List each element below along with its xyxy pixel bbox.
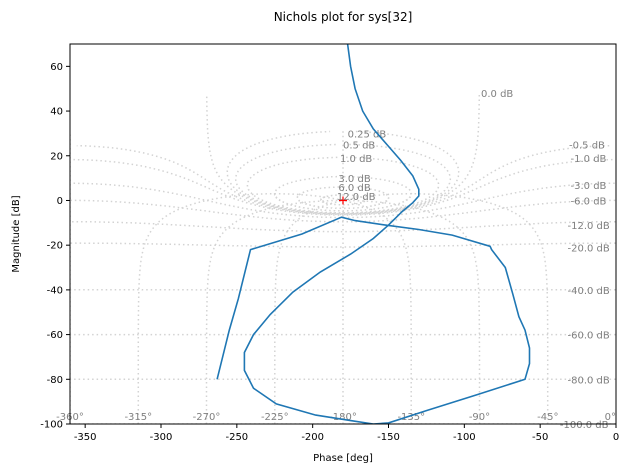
magnitude-contour-label: 3.0 dB bbox=[338, 174, 370, 185]
magnitude-contour-label: -20.0 dB bbox=[568, 243, 610, 254]
y-tick-label: 20 bbox=[50, 151, 63, 162]
magnitude-contour bbox=[246, 156, 440, 214]
y-tick-label: -100 bbox=[40, 420, 63, 431]
x-axis-ticks: -350 -300 -250 -200 -150 -100 -50 0 bbox=[74, 424, 619, 443]
magnitude-contour bbox=[320, 194, 366, 206]
plot-frame bbox=[69, 43, 617, 425]
x-tick-label: 0 bbox=[613, 432, 619, 443]
magnitude-contour-label: 12.0 dB bbox=[337, 192, 376, 203]
magnitude-contour-label: 0.5 dB bbox=[343, 141, 375, 152]
y-tick-label: -80 bbox=[47, 375, 63, 386]
magnitude-contour bbox=[71, 182, 615, 219]
magnitude-contour bbox=[70, 199, 616, 223]
y-tick-label: 60 bbox=[50, 62, 63, 73]
x-tick-label: -150 bbox=[377, 432, 400, 443]
magnitude-contour-label: -6.0 dB bbox=[571, 197, 607, 208]
x-axis-label: Phase [deg] bbox=[313, 453, 373, 464]
magnitude-contour-label: -40.0 dB bbox=[568, 286, 610, 297]
phase-contour bbox=[70, 131, 344, 424]
magnitude-contour-label: 6.0 dB bbox=[338, 183, 370, 194]
phase-contour bbox=[205, 199, 343, 424]
series-layer bbox=[216, 44, 531, 424]
chart-title: Nichols plot for sys[32] bbox=[274, 10, 413, 24]
magnitude-contour bbox=[273, 175, 413, 212]
magnitude-contour-label: -60.0 dB bbox=[568, 331, 610, 342]
phase-contour-label: -225° bbox=[261, 412, 289, 423]
y-tick-label: 40 bbox=[50, 107, 63, 118]
phase-contour bbox=[342, 199, 412, 424]
y-tick-label: -40 bbox=[47, 285, 63, 296]
magnitude-contour-label: -100.0 dB bbox=[560, 420, 609, 431]
y-axis-ticks: -100 -80 -60 -40 -20 0 20 40 60 bbox=[40, 62, 70, 431]
x-tick-label: -350 bbox=[74, 432, 97, 443]
phase-contour-label: -45° bbox=[537, 412, 558, 423]
phase-contour bbox=[342, 192, 549, 424]
magnitude-contour-label: 1.0 dB bbox=[340, 154, 372, 165]
x-tick-label: -200 bbox=[301, 432, 324, 443]
y-axis-label: Magnitude [dB] bbox=[11, 195, 22, 272]
x-tick-label: -250 bbox=[225, 432, 248, 443]
magnitude-contour-label: -0.5 dB bbox=[569, 141, 605, 152]
y-tick-label: 0 bbox=[57, 196, 63, 207]
magnitude-contour bbox=[73, 158, 613, 216]
critical-point-layer bbox=[339, 196, 347, 205]
phase-contour-label: -180° bbox=[329, 412, 357, 423]
y-tick-label: -20 bbox=[47, 241, 63, 252]
magnitude-contour-label: -12.0 dB bbox=[568, 221, 610, 232]
critical-point-marker bbox=[339, 196, 347, 205]
phase-contour-label: -270° bbox=[193, 412, 221, 423]
x-tick-label: -300 bbox=[150, 432, 173, 443]
magnitude-contour-label: -80.0 dB bbox=[568, 375, 610, 386]
magnitude-contour-label: -1.0 dB bbox=[571, 154, 607, 165]
magnitude-contour bbox=[296, 186, 390, 210]
phase-contour-label: -135° bbox=[397, 412, 425, 423]
magnitude-contour-label: 0.25 dB bbox=[348, 129, 387, 140]
y-tick-label: -60 bbox=[47, 330, 63, 341]
phase-contour bbox=[274, 199, 344, 424]
magnitude-contour-label: -3.0 dB bbox=[571, 181, 607, 192]
magnitude-contour bbox=[226, 130, 460, 215]
x-tick-label: -50 bbox=[532, 432, 548, 443]
x-tick-label: -100 bbox=[453, 432, 476, 443]
phase-contour-label: -90° bbox=[469, 412, 490, 423]
phase-contour-label: 0° bbox=[605, 412, 616, 423]
nichols-curve bbox=[216, 44, 531, 424]
phase-contour-label: -315° bbox=[124, 412, 152, 423]
phase-contour bbox=[343, 199, 481, 424]
magnitude-contour-label: 0.0 dB bbox=[481, 89, 513, 100]
nichols-grid-labels: 0.0 dB 0.25 dB0.5 dB 1.0 dB 3.0 dB6.0 dB12.… bbox=[56, 89, 616, 431]
phase-contour bbox=[137, 192, 344, 424]
